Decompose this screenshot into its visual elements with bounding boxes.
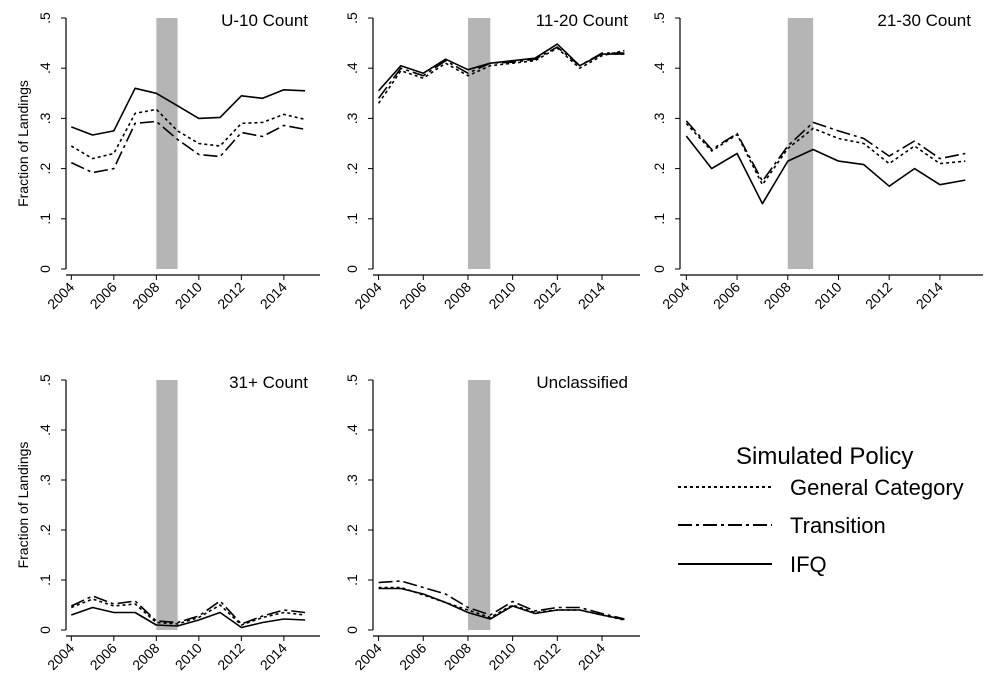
y-tick-label: .4 bbox=[344, 62, 360, 74]
x-tick-label: 2012 bbox=[530, 279, 563, 312]
y-axis-title: Fraction of Landings bbox=[15, 442, 31, 569]
y-tick-label: .1 bbox=[651, 213, 667, 225]
x-tick-label: 2008 bbox=[441, 640, 474, 673]
x-tick-label: 2012 bbox=[214, 640, 247, 673]
y-tick-label: .1 bbox=[344, 574, 360, 586]
series-line-general-category bbox=[377, 47, 625, 104]
x-tick-label: 2008 bbox=[761, 279, 794, 312]
y-axis-title: Fraction of Landings bbox=[15, 80, 31, 207]
shaded-region bbox=[787, 18, 814, 269]
series-line-transition bbox=[70, 595, 306, 625]
x-tick-label: 2008 bbox=[129, 640, 162, 673]
series-line-ifq bbox=[71, 87, 306, 136]
shaded-region bbox=[467, 380, 491, 630]
x-tick-label: 2004 bbox=[44, 640, 77, 673]
series-line-ifq bbox=[685, 135, 966, 205]
y-tick-label: .3 bbox=[37, 474, 53, 486]
y-tick-label: .4 bbox=[37, 424, 53, 436]
y-tick-label: .2 bbox=[37, 163, 53, 175]
x-tick-label: 2004 bbox=[351, 640, 384, 673]
y-tick-label: 0 bbox=[651, 265, 667, 273]
legend-label-ifq: IFQ bbox=[790, 552, 827, 577]
x-tick-label: 2006 bbox=[396, 640, 429, 673]
shaded-region bbox=[156, 380, 178, 630]
panel-11-20-count: 0 .1 .2 .3 .4 .5 2004 2006 2008 2010 2012 2014 11-20… bbox=[344, 11, 640, 312]
panel-title: 31+ Count bbox=[229, 373, 308, 392]
x-tick-label: 2004 bbox=[44, 279, 77, 312]
legend-title: Simulated Policy bbox=[736, 443, 913, 470]
y-tick-label: .3 bbox=[344, 474, 360, 486]
series-line-ifq bbox=[378, 43, 625, 92]
panel-title: Unclassified bbox=[536, 373, 628, 392]
x-tick-label: 2004 bbox=[659, 279, 692, 312]
y-tick-label: .2 bbox=[651, 163, 667, 175]
y-tick-label: 0 bbox=[344, 265, 360, 273]
y-tick-label: .5 bbox=[344, 374, 360, 386]
x-tick-label: 2012 bbox=[862, 279, 895, 312]
y-tick-label: .4 bbox=[344, 424, 360, 436]
x-tick-label: 2012 bbox=[530, 640, 563, 673]
y-tick-label: .2 bbox=[344, 524, 360, 536]
y-tick-label: .4 bbox=[37, 62, 53, 74]
y-tick-label: .5 bbox=[344, 12, 360, 24]
panel-u-10-count: 0 .1 .2 .3 .4 .5 2004 2006 2008 2010 2012 2014 Fract… bbox=[15, 11, 320, 312]
x-tick-label: 2010 bbox=[811, 279, 844, 312]
x-tick-label: 2006 bbox=[87, 640, 120, 673]
series-line-ifq bbox=[378, 587, 625, 621]
series-line-general-category bbox=[71, 598, 306, 626]
legend-label-general-category: General Category bbox=[790, 475, 964, 500]
panel-title: 11-20 Count bbox=[536, 11, 629, 30]
y-tick-label: .1 bbox=[344, 213, 360, 225]
y-tick-label: 0 bbox=[344, 626, 360, 634]
x-tick-label: 2010 bbox=[485, 640, 518, 673]
x-tick-label: 2010 bbox=[485, 279, 518, 312]
series-line-transition bbox=[685, 120, 966, 182]
x-tick-label: 2014 bbox=[575, 640, 608, 673]
x-tick-label: 2014 bbox=[575, 279, 608, 312]
x-tick-label: 2010 bbox=[172, 279, 205, 312]
series-line-general-category bbox=[70, 108, 306, 160]
y-tick-label: .5 bbox=[37, 374, 53, 386]
x-tick-label: 2012 bbox=[214, 279, 247, 312]
y-tick-label: .3 bbox=[37, 112, 53, 124]
x-tick-label: 2006 bbox=[710, 279, 743, 312]
y-tick-label: .1 bbox=[37, 574, 53, 586]
x-tick-label: 2008 bbox=[441, 279, 474, 312]
y-tick-label: 0 bbox=[37, 265, 53, 273]
x-tick-label: 2008 bbox=[129, 279, 162, 312]
x-tick-label: 2006 bbox=[87, 279, 120, 312]
panel-title: U-10 Count bbox=[221, 11, 308, 30]
series-line-general-category bbox=[685, 122, 966, 186]
y-tick-label: .3 bbox=[651, 112, 667, 124]
legend: Simulated Policy General Category Transi… bbox=[678, 443, 964, 577]
panel-21-30-count: 0 .1 .2 .3 .4 .5 2004 2006 2008 2010 2012 2014 21-30… bbox=[651, 11, 983, 312]
series-line-transition bbox=[377, 46, 625, 99]
panel-31-count: 0 .1 .2 .3 .4 .5 2004 2006 2008 2010 2012 2014 Fract… bbox=[15, 373, 320, 673]
x-tick-label: 2006 bbox=[396, 279, 429, 312]
y-tick-label: .2 bbox=[344, 163, 360, 175]
panel-unclassified: 0 .1 .2 .3 .4 .5 2004 2006 2008 2010 2012 2014 Uncla… bbox=[344, 373, 640, 673]
y-tick-label: 0 bbox=[37, 626, 53, 634]
y-tick-label: .4 bbox=[651, 62, 667, 74]
y-tick-label: .1 bbox=[37, 213, 53, 225]
y-tick-label: .5 bbox=[37, 12, 53, 24]
series-line-transition bbox=[378, 580, 625, 620]
y-tick-label: .5 bbox=[651, 12, 667, 24]
x-tick-label: 2010 bbox=[172, 640, 205, 673]
x-tick-label: 2014 bbox=[257, 640, 290, 673]
y-tick-label: .3 bbox=[344, 112, 360, 124]
shaded-region bbox=[467, 18, 491, 269]
series-line-ifq bbox=[71, 606, 306, 629]
legend-label-transition: Transition bbox=[790, 513, 886, 538]
shaded-region bbox=[156, 18, 178, 269]
panel-title: 21-30 Count bbox=[877, 11, 971, 30]
x-tick-label: 2014 bbox=[257, 279, 290, 312]
x-tick-label: 2004 bbox=[351, 279, 384, 312]
x-tick-label: 2014 bbox=[913, 279, 946, 312]
y-tick-label: .2 bbox=[37, 524, 53, 536]
series-line-transition bbox=[70, 120, 306, 174]
